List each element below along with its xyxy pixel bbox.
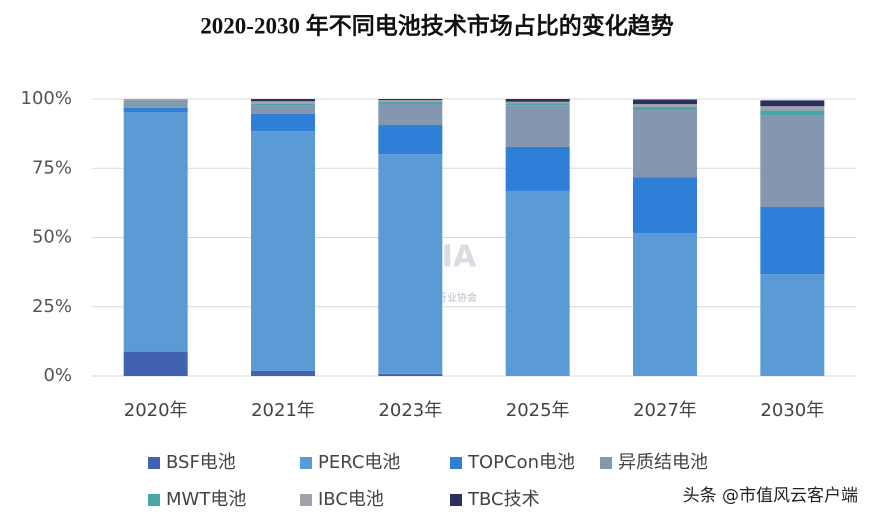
- bar-segment: [760, 106, 825, 111]
- bar-segment: [123, 99, 188, 101]
- bar-segment: [251, 113, 315, 132]
- bar-segment: [633, 110, 697, 178]
- bar-segment: [633, 233, 697, 376]
- x-tick-label: 2021年: [251, 400, 315, 421]
- bar-segment: [123, 351, 188, 376]
- y-tick-label: 100%: [21, 88, 72, 109]
- x-tick-label: 2020年: [124, 400, 188, 421]
- x-tick-label: 2027年: [633, 400, 697, 421]
- legend-label: IBC电池: [318, 489, 384, 510]
- bar-segment: [760, 274, 825, 376]
- legend-swatch: [300, 457, 312, 469]
- bar-segment: [633, 177, 697, 234]
- legend-label: PERC电池: [318, 452, 400, 473]
- bar-segment: [123, 102, 188, 108]
- bar-segment: [505, 190, 570, 376]
- y-tick-label: 0%: [43, 365, 72, 386]
- bar-segment: [378, 99, 443, 101]
- bar-segment: [123, 112, 188, 352]
- legend-swatch: [450, 457, 462, 469]
- bar-segment: [633, 106, 697, 111]
- bar-segment: [251, 370, 315, 376]
- bar-segment: [378, 154, 443, 374]
- bar-segment: [378, 100, 443, 102]
- bar-segment: [251, 101, 315, 104]
- legend-label: MWT电池: [166, 489, 246, 510]
- bar-segment: [505, 99, 570, 102]
- legend-swatch: [300, 494, 312, 506]
- bar-segment: [760, 100, 825, 107]
- legend-swatch: [600, 457, 612, 469]
- y-tick-label: 50%: [32, 227, 72, 248]
- legend-label: TBC技术: [467, 489, 540, 510]
- bar-segment: [633, 103, 697, 107]
- legend-swatch: [148, 494, 160, 506]
- bar-segment: [123, 107, 188, 113]
- bar-segment: [251, 105, 315, 114]
- x-tick-label: 2030年: [760, 400, 824, 421]
- x-tick-label: 2025年: [506, 400, 570, 421]
- bar-segment: [251, 131, 315, 371]
- legend-label: BSF电池: [166, 452, 236, 473]
- legend-label: TOPCon电池: [467, 452, 575, 473]
- bar-segment: [760, 207, 825, 275]
- legend-swatch: [148, 457, 160, 469]
- bar-segment: [505, 146, 570, 191]
- y-tick-label: 25%: [32, 296, 72, 317]
- bar-segment: [378, 101, 443, 104]
- bar-segment: [251, 103, 315, 106]
- bar-segment: [378, 125, 443, 155]
- bar-segment: [123, 100, 188, 103]
- bar-segment: [505, 101, 570, 104]
- legend-swatch: [450, 494, 462, 506]
- bar-segment: [378, 373, 443, 376]
- bar-segment: [251, 99, 315, 102]
- y-tick-label: 75%: [32, 157, 72, 178]
- bar-segment: [633, 99, 697, 104]
- watermark: 头条 @市值风云客户端: [683, 486, 858, 506]
- bar-segment: [760, 115, 825, 208]
- bar-segment: [760, 110, 825, 116]
- x-tick-label: 2023年: [378, 400, 442, 421]
- bar-segment: [505, 105, 570, 147]
- chart-title: 2020-2030 年不同电池技术市场占比的变化趋势: [200, 12, 673, 38]
- legend-label: 异质结电池: [618, 452, 708, 473]
- bar-segment: [505, 103, 570, 106]
- bar-segment: [378, 103, 443, 126]
